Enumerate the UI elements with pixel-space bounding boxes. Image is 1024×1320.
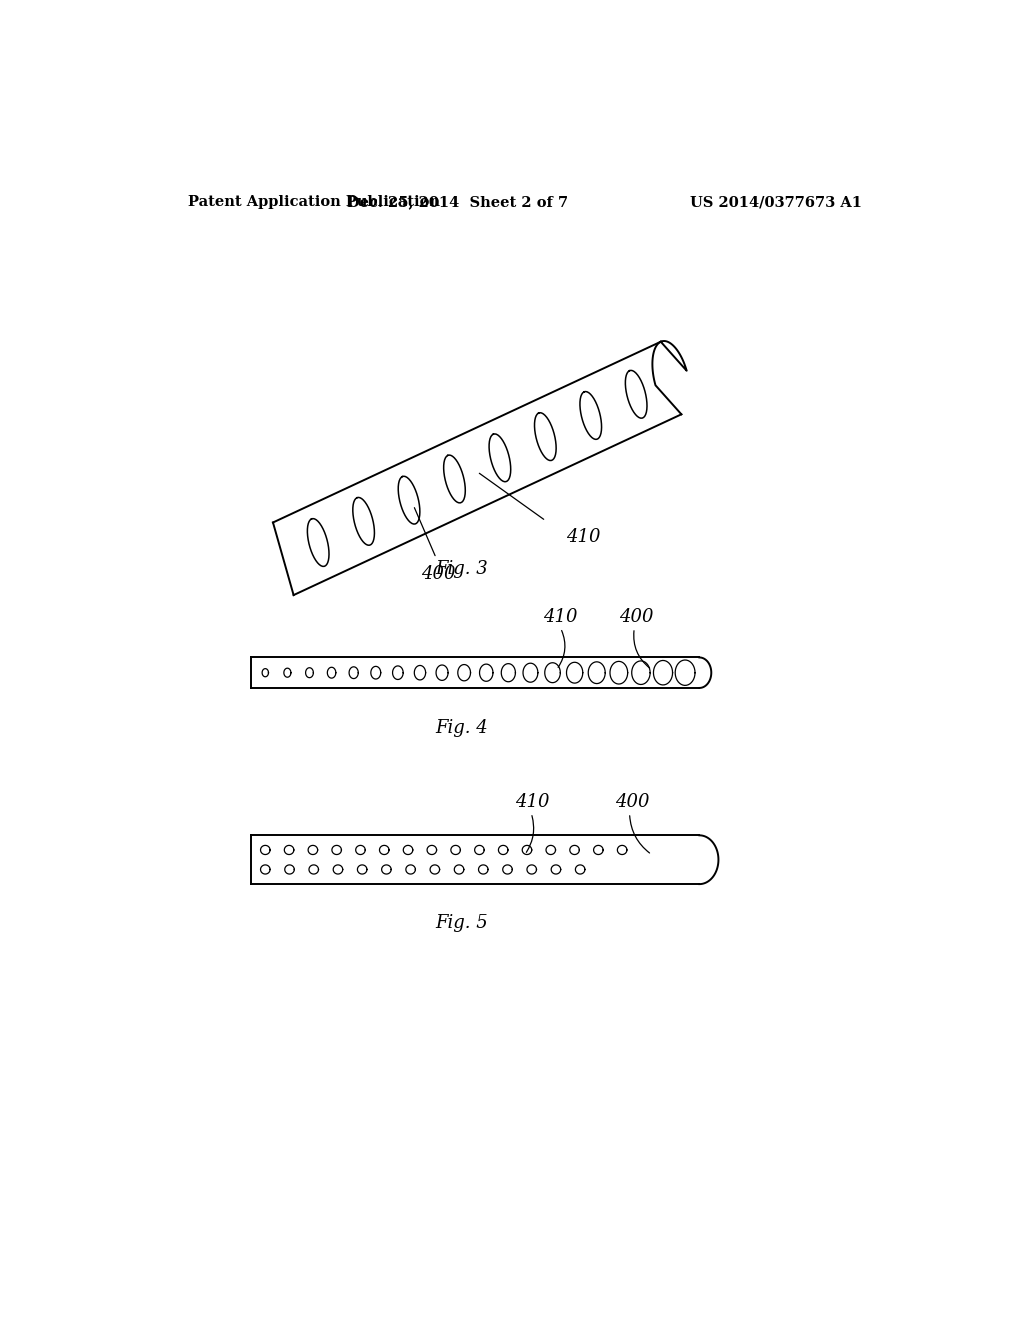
Text: 410: 410 <box>566 528 600 546</box>
Text: Dec. 25, 2014  Sheet 2 of 7: Dec. 25, 2014 Sheet 2 of 7 <box>347 195 568 209</box>
Text: 400: 400 <box>614 793 649 810</box>
Text: US 2014/0377673 A1: US 2014/0377673 A1 <box>690 195 862 209</box>
Text: Fig. 4: Fig. 4 <box>435 718 487 737</box>
Text: Patent Application Publication: Patent Application Publication <box>187 195 439 209</box>
Text: 410: 410 <box>544 609 578 626</box>
Text: 400: 400 <box>421 565 456 583</box>
Text: 410: 410 <box>515 793 550 810</box>
Text: Fig. 3: Fig. 3 <box>435 560 487 578</box>
Text: Fig. 5: Fig. 5 <box>435 913 487 932</box>
Text: 400: 400 <box>618 609 653 626</box>
